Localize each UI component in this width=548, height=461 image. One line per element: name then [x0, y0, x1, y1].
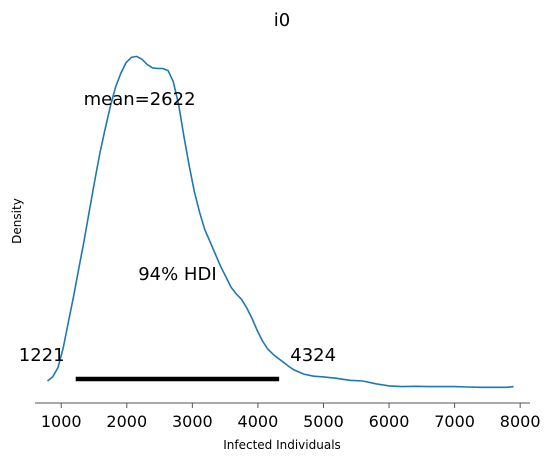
- x-tick-label: 7000: [434, 412, 475, 431]
- x-tick-label: 5000: [303, 412, 344, 431]
- hdi-label: 94% HDI: [138, 264, 216, 285]
- x-axis-label: Infected Individuals: [223, 438, 341, 452]
- x-ticks: 1000 2000 3000 4000 5000 6000 7000 8000: [41, 403, 541, 431]
- x-tick-label: 3000: [172, 412, 213, 431]
- hdi-high-label: 4324: [290, 345, 336, 366]
- chart-title: i0: [274, 10, 290, 31]
- x-tick-label: 2000: [106, 412, 147, 431]
- mean-label: mean=2622: [84, 89, 196, 110]
- hdi-low-label: 1221: [19, 345, 65, 366]
- x-tick-label: 1000: [41, 412, 82, 431]
- x-tick-label: 8000: [500, 412, 541, 431]
- x-tick-label: 4000: [238, 412, 279, 431]
- y-axis-label: Density: [10, 198, 24, 244]
- density-curve: [47, 55, 514, 389]
- x-tick-label: 6000: [369, 412, 410, 431]
